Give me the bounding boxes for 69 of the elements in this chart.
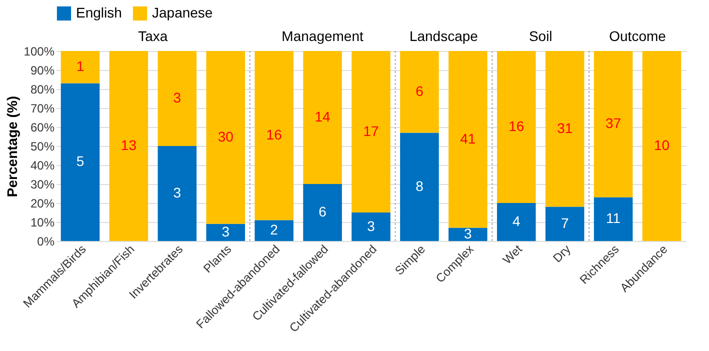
bar xyxy=(303,184,342,241)
y-tick-label: 70% xyxy=(30,102,55,116)
bar xyxy=(206,224,245,241)
bar xyxy=(448,228,488,241)
bar xyxy=(254,51,294,220)
y-tick-label: 0% xyxy=(37,234,55,248)
bar xyxy=(400,132,439,241)
bar xyxy=(594,51,633,198)
y-tick-label: 90% xyxy=(30,64,55,78)
bar xyxy=(497,203,536,241)
bar xyxy=(352,51,390,212)
bar xyxy=(254,220,294,241)
y-tick-label: 60% xyxy=(30,120,55,134)
text: Taxa xyxy=(138,28,168,44)
annotation: 37 xyxy=(606,115,622,132)
annotation: 3 xyxy=(367,218,376,234)
bar xyxy=(400,51,439,133)
annotation: 3 xyxy=(173,184,182,200)
bar xyxy=(60,51,100,84)
y-tick-label: 40% xyxy=(30,158,55,172)
annotation: 3 xyxy=(464,225,472,242)
annotation: 6 xyxy=(416,82,424,99)
bar xyxy=(158,51,197,146)
y-axis-title: Percentage (%) xyxy=(4,96,20,198)
annotation: 7 xyxy=(560,214,569,231)
bar xyxy=(448,51,488,228)
text: Management xyxy=(282,28,364,44)
legend-label: Japanese xyxy=(152,4,213,20)
y-tick-label: 10% xyxy=(30,216,55,230)
text: Landscape xyxy=(409,28,478,44)
bar xyxy=(206,51,245,224)
annotation: 30 xyxy=(218,128,234,144)
bar xyxy=(109,51,148,241)
annotation: 16 xyxy=(508,118,524,134)
annotation: 31 xyxy=(557,120,573,136)
bar xyxy=(545,206,584,241)
y-tick-label: 30% xyxy=(30,178,55,192)
bar xyxy=(642,51,682,241)
bar xyxy=(545,51,584,207)
x-tick-label: Dry xyxy=(550,242,574,266)
y-tick-label: 20% xyxy=(30,196,55,210)
x-tick-label: Wet xyxy=(500,242,526,267)
bar xyxy=(497,51,536,203)
annotation: 14 xyxy=(314,108,331,124)
annotation: 4 xyxy=(512,213,520,229)
y-tick-label: 100% xyxy=(24,44,55,58)
annotation: 11 xyxy=(606,210,621,226)
y-tick-label: 80% xyxy=(30,82,55,96)
bar xyxy=(352,212,390,241)
y-tick-label: 50% xyxy=(30,140,55,154)
annotation: 3 xyxy=(173,90,182,106)
text: Soil xyxy=(528,28,552,44)
annotation: 6 xyxy=(318,204,327,220)
annotation: 10 xyxy=(654,137,670,153)
legend-label: English xyxy=(76,4,122,20)
annotation: 3 xyxy=(222,223,230,240)
text: Outcome xyxy=(609,28,666,44)
bar xyxy=(594,197,633,241)
bar xyxy=(60,83,100,241)
annotation: 17 xyxy=(363,122,379,139)
bar xyxy=(303,51,342,184)
annotation: 2 xyxy=(270,222,278,238)
annotation: 8 xyxy=(416,178,424,194)
annotation: 5 xyxy=(76,153,84,170)
bar xyxy=(158,146,197,241)
annotation: 16 xyxy=(266,126,282,143)
annotation: 41 xyxy=(460,130,476,146)
annotation: 13 xyxy=(120,137,137,153)
annotation: 1 xyxy=(76,58,84,74)
